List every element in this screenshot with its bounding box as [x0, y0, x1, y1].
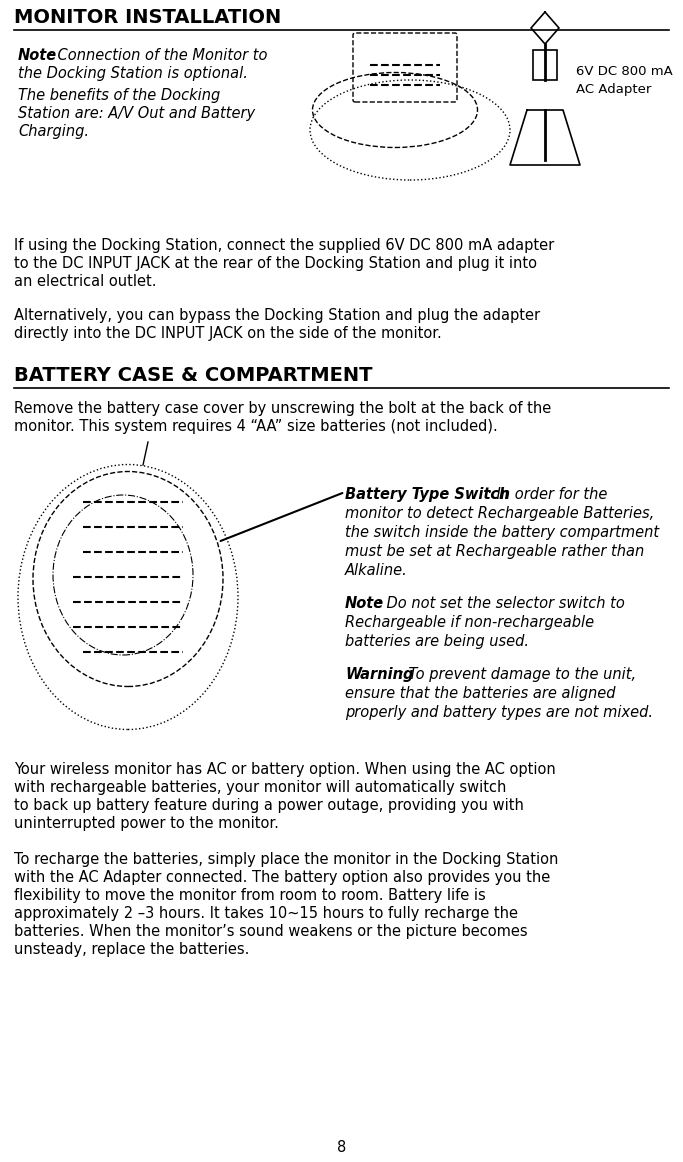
Text: batteries. When the monitor’s sound weakens or the picture becomes: batteries. When the monitor’s sound weak…	[14, 924, 528, 939]
Text: ensure that the batteries are aligned: ensure that the batteries are aligned	[345, 686, 615, 701]
Text: the Docking Station is optional.: the Docking Station is optional.	[18, 66, 248, 81]
Text: Remove the battery case cover by unscrewing the bolt at the back of the: Remove the battery case cover by unscrew…	[14, 401, 551, 416]
Text: must be set at Rechargeable rather than: must be set at Rechargeable rather than	[345, 544, 644, 559]
Text: an electrical outlet.: an electrical outlet.	[14, 274, 156, 289]
Text: Battery Type Switch: Battery Type Switch	[345, 487, 510, 502]
Text: Alternatively, you can bypass the Docking Station and plug the adapter: Alternatively, you can bypass the Dockin…	[14, 308, 540, 323]
Text: : In order for the: : In order for the	[487, 487, 607, 502]
Text: 6V DC 800 mA: 6V DC 800 mA	[576, 65, 673, 78]
Text: The benefits of the Docking: The benefits of the Docking	[18, 88, 220, 103]
Text: batteries are being used.: batteries are being used.	[345, 634, 529, 650]
Text: flexibility to move the monitor from room to room. Battery life is: flexibility to move the monitor from roo…	[14, 888, 486, 903]
Text: monitor to detect Rechargeable Batteries,: monitor to detect Rechargeable Batteries…	[345, 505, 654, 521]
Text: Station are: A/V Out and Battery: Station are: A/V Out and Battery	[18, 106, 255, 121]
Text: Note: Note	[18, 48, 57, 63]
Text: uninterrupted power to the monitor.: uninterrupted power to the monitor.	[14, 816, 279, 831]
Text: properly and battery types are not mixed.: properly and battery types are not mixed…	[345, 705, 653, 720]
Text: approximately 2 –3 hours. It takes 10~15 hours to fully recharge the: approximately 2 –3 hours. It takes 10~15…	[14, 906, 518, 921]
Text: unsteady, replace the batteries.: unsteady, replace the batteries.	[14, 942, 249, 957]
Text: 8: 8	[337, 1140, 346, 1155]
Text: the switch inside the battery compartment: the switch inside the battery compartmen…	[345, 525, 659, 540]
Text: with rechargeable batteries, your monitor will automatically switch: with rechargeable batteries, your monito…	[14, 780, 506, 795]
Text: MONITOR INSTALLATION: MONITOR INSTALLATION	[14, 8, 281, 27]
Text: Rechargeable if non-rechargeable: Rechargeable if non-rechargeable	[345, 615, 594, 630]
Text: with the AC Adapter connected. The battery option also provides you the: with the AC Adapter connected. The batte…	[14, 870, 550, 885]
Text: monitor. This system requires 4 “AA” size batteries (not included).: monitor. This system requires 4 “AA” siz…	[14, 419, 498, 433]
Text: Alkaline.: Alkaline.	[345, 564, 408, 578]
Text: : To prevent damage to the unit,: : To prevent damage to the unit,	[399, 667, 636, 682]
Text: To recharge the batteries, simply place the monitor in the Docking Station: To recharge the batteries, simply place …	[14, 852, 559, 867]
Text: BATTERY CASE & COMPARTMENT: BATTERY CASE & COMPARTMENT	[14, 366, 372, 385]
Text: Charging.: Charging.	[18, 124, 89, 139]
Text: Your wireless monitor has AC or battery option. When using the AC option: Your wireless monitor has AC or battery …	[14, 762, 556, 777]
Text: AC Adapter: AC Adapter	[576, 83, 652, 96]
Text: Note: Note	[345, 596, 384, 611]
Text: : Do not set the selector switch to: : Do not set the selector switch to	[377, 596, 625, 611]
Text: : Connection of the Monitor to: : Connection of the Monitor to	[48, 48, 268, 63]
Text: to back up battery feature during a power outage, providing you with: to back up battery feature during a powe…	[14, 798, 524, 813]
Text: Warning: Warning	[345, 667, 413, 682]
Text: to the DC INPUT JACK at the rear of the Docking Station and plug it into: to the DC INPUT JACK at the rear of the …	[14, 256, 537, 271]
Text: directly into the DC INPUT JACK on the side of the monitor.: directly into the DC INPUT JACK on the s…	[14, 327, 442, 340]
Text: If using the Docking Station, connect the supplied 6V DC 800 mA adapter: If using the Docking Station, connect th…	[14, 238, 554, 253]
